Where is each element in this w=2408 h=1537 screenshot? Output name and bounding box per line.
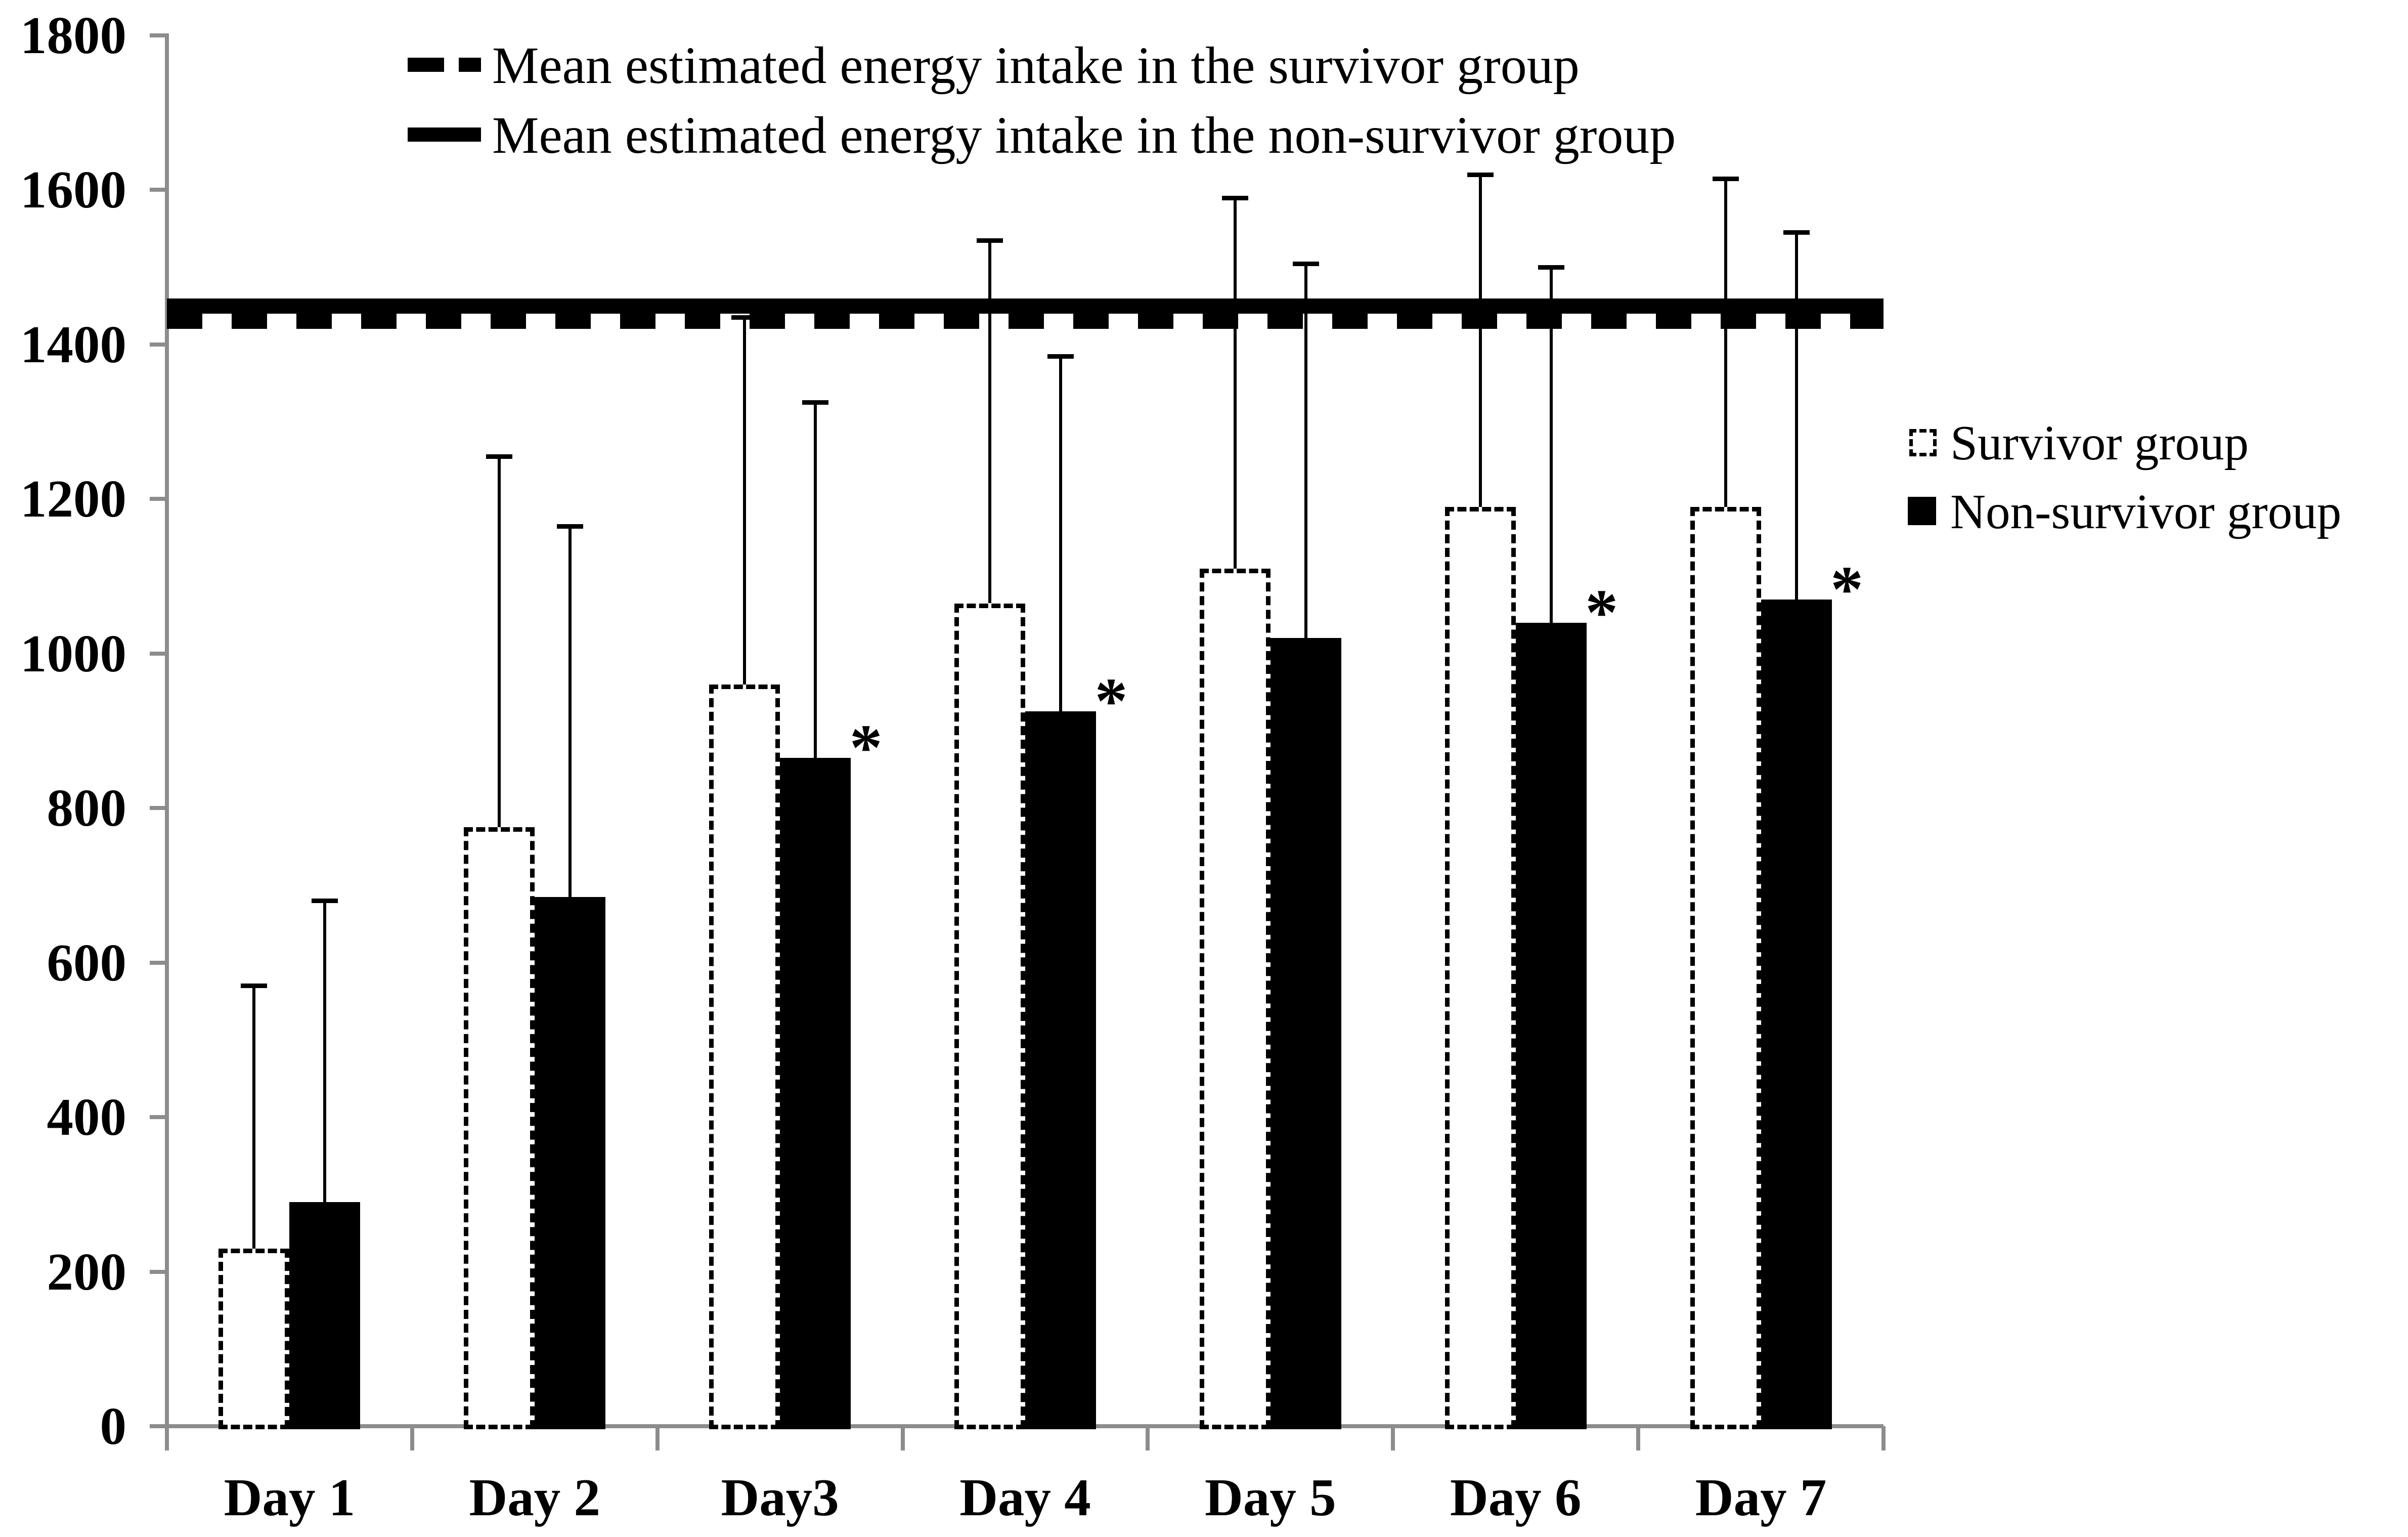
error-bar-non-survivor-day-4 (1059, 356, 1062, 712)
error-bar-non-survivor-day-2 (568, 526, 572, 897)
y-tick-label: 1400 (20, 314, 126, 374)
bar-survivor-day-5 (1199, 568, 1271, 1429)
error-bar-non-survivor-day-6 (1549, 267, 1553, 623)
error-bar-survivor-day-5 (1233, 197, 1237, 569)
error-bar-survivor-day-7 (1724, 178, 1727, 507)
error-bar-survivor-day-4 (988, 240, 991, 604)
error-bar-non-survivor-day-3 (814, 402, 817, 758)
error-bar-survivor-day-1 (252, 986, 256, 1249)
error-bar-cap-non-survivor-day-1 (312, 899, 338, 904)
x-axis-label: Day 5 (1205, 1468, 1336, 1527)
x-axis-label: Day 6 (1450, 1468, 1582, 1527)
x-tick (655, 1426, 660, 1450)
y-tick-label: 400 (47, 1087, 127, 1147)
x-tick (1146, 1426, 1150, 1450)
y-tick-label: 200 (47, 1242, 127, 1301)
x-axis-label: Day 2 (469, 1468, 601, 1527)
error-bar-cap-survivor-day-1 (241, 984, 268, 989)
error-bar-cap-non-survivor-day-5 (1292, 261, 1319, 266)
significance-asterisk-day-3: * (849, 711, 883, 784)
bar-survivor-day-6 (1444, 506, 1516, 1429)
y-tick (150, 960, 167, 965)
bar-survivor-day-2 (464, 827, 535, 1429)
error-bar-cap-non-survivor-day-6 (1538, 265, 1564, 270)
y-tick (150, 188, 167, 192)
error-bar-cap-non-survivor-day-3 (802, 400, 829, 405)
error-bar-cap-survivor-day-5 (1221, 195, 1248, 200)
bar-survivor-day-1 (218, 1248, 290, 1429)
y-tick (150, 806, 167, 810)
bar-survivor-day-4 (954, 603, 1025, 1429)
significance-asterisk-day-7: * (1830, 552, 1864, 626)
x-axis-label: Day 7 (1695, 1468, 1827, 1527)
legend-label-survivor-mean: Mean estimated energy intake in the surv… (492, 36, 1580, 95)
x-tick (410, 1426, 414, 1450)
significance-asterisk-day-4: * (1094, 665, 1128, 738)
y-axis-line (165, 33, 169, 1428)
y-tick-label: 600 (47, 932, 127, 992)
y-tick-label: 1000 (20, 623, 126, 683)
y-tick (150, 33, 167, 37)
x-tick (1881, 1426, 1886, 1450)
error-bar-cap-non-survivor-day-4 (1047, 354, 1074, 359)
x-axis-label: Day3 (721, 1468, 839, 1527)
bar-non-survivor-day-2 (535, 896, 606, 1429)
legend-survivor-marker (1909, 429, 1937, 456)
error-bar-survivor-day-2 (498, 456, 501, 828)
y-tick (150, 1269, 167, 1274)
bar-non-survivor-day-7 (1761, 599, 1832, 1429)
error-bar-cap-non-survivor-day-2 (557, 524, 584, 529)
x-axis-label: Day 4 (959, 1468, 1091, 1527)
bar-non-survivor-day-6 (1515, 622, 1587, 1429)
error-bar-cap-survivor-day-7 (1712, 176, 1739, 181)
x-tick (165, 1426, 169, 1450)
mean-line-survivor (167, 314, 1884, 329)
legend-solid-line-marker (408, 127, 481, 142)
y-tick (150, 1115, 167, 1120)
y-tick-label: 1600 (20, 160, 126, 220)
bar-survivor-day-7 (1690, 506, 1761, 1429)
error-bar-cap-non-survivor-day-7 (1783, 230, 1810, 235)
x-axis-label: Day 1 (224, 1468, 356, 1527)
mean-line-non-survivor (167, 298, 1884, 314)
y-tick (150, 1424, 167, 1428)
legend-label-non-survivor-group: Non-survivor group (1950, 485, 2342, 539)
bar-non-survivor-day-1 (289, 1202, 361, 1429)
y-tick (150, 497, 167, 501)
y-tick (150, 651, 167, 656)
y-tick-label: 0 (100, 1396, 127, 1456)
error-bar-survivor-day-6 (1478, 174, 1482, 507)
y-tick-label: 800 (47, 778, 127, 838)
error-bar-non-survivor-day-1 (323, 901, 327, 1203)
legend-dashed-line-marker (408, 58, 481, 72)
legend-non-survivor-marker (1908, 497, 1936, 525)
error-bar-non-survivor-day-5 (1304, 263, 1307, 638)
error-bar-non-survivor-day-7 (1794, 232, 1798, 600)
y-tick-label: 1200 (20, 469, 126, 529)
error-bar-cap-survivor-day-6 (1467, 172, 1494, 177)
significance-asterisk-day-6: * (1585, 576, 1618, 649)
legend-label-survivor-group: Survivor group (1950, 416, 2249, 470)
error-bar-cap-survivor-day-2 (486, 454, 513, 459)
y-tick-label: 1800 (20, 6, 126, 65)
x-tick (1391, 1426, 1395, 1450)
bar-non-survivor-day-3 (780, 757, 851, 1429)
error-bar-cap-survivor-day-4 (977, 238, 1003, 243)
bar-non-survivor-day-5 (1270, 638, 1341, 1429)
bar-survivor-day-3 (709, 684, 780, 1429)
y-tick (150, 342, 167, 347)
x-tick (900, 1426, 905, 1450)
error-bar-survivor-day-3 (743, 317, 747, 685)
legend-label-non-survivor-mean: Mean estimated energy intake in the non-… (492, 106, 1676, 164)
bar-non-survivor-day-4 (1025, 711, 1096, 1429)
x-tick (1636, 1426, 1641, 1450)
